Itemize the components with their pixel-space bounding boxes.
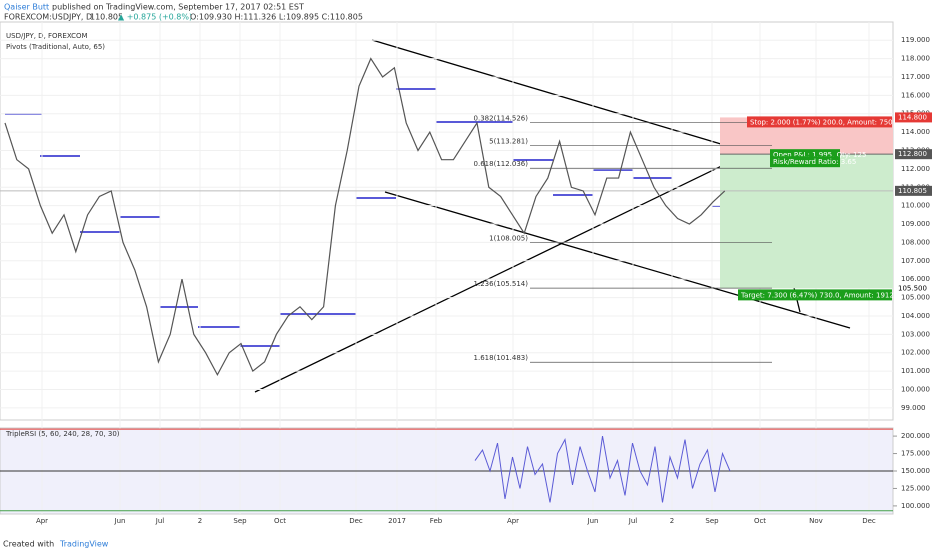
x-tick-label: 2 xyxy=(670,517,674,525)
y-tick-label: 100.000 xyxy=(901,385,930,393)
y-tick-label: 108.000 xyxy=(901,238,930,246)
x-tick-label: Oct xyxy=(754,517,766,525)
x-tick-label: 2017 xyxy=(388,517,406,525)
price-line xyxy=(4,57,726,377)
x-tick-label: Feb xyxy=(430,517,443,525)
change: ▲ +0.875 (+0.8%) xyxy=(118,13,192,22)
fib-label: 0.382(114.526) xyxy=(474,114,529,122)
y-tick-label: 117.000 xyxy=(901,73,930,81)
x-tick-label: Jun xyxy=(587,517,599,525)
y-tick-label: 104.000 xyxy=(901,312,930,320)
ohlc: O:109.930 H:111.326 L:109.895 C:110.805 xyxy=(190,13,363,22)
y-tick-label: 119.000 xyxy=(901,36,930,44)
y-tick-label: 107.000 xyxy=(901,257,930,265)
rsi-tick-label: 100.000 xyxy=(901,502,930,510)
rsi-tick-label: 175.000 xyxy=(901,450,930,458)
y-tick-label: 103.000 xyxy=(901,330,930,338)
rsi-tick-label: 200.000 xyxy=(901,432,930,440)
fib-label: 0.618(112.036) xyxy=(474,160,529,168)
y-tick-label: 109.000 xyxy=(901,220,930,228)
price-badge-label: 112.800 xyxy=(898,150,927,158)
x-tick-label: Nov xyxy=(809,517,823,525)
trade-text: Risk/Reward Ratio: 3.65 xyxy=(773,158,856,166)
y-tick-label: 101.000 xyxy=(901,367,930,375)
fib-label: 5(113.281) xyxy=(489,137,528,145)
legend-pivots: Pivots (Traditional, Auto, 65) xyxy=(6,43,105,51)
y-tick-label: 114.000 xyxy=(901,128,930,136)
y-tick-label: 110.000 xyxy=(901,202,930,210)
x-tick-label: 2 xyxy=(198,517,202,525)
rsi-tick-label: 150.000 xyxy=(901,467,930,475)
x-tick-label: Jul xyxy=(155,517,165,525)
price-badge xyxy=(895,185,932,196)
x-tick-label: Sep xyxy=(233,517,247,525)
last: 110.805 xyxy=(90,13,123,22)
legend-symbol: USD/JPY, D, FOREXCOM xyxy=(6,32,88,40)
trade-box xyxy=(770,156,840,168)
x-tick-label: Apr xyxy=(36,517,48,525)
footer-created: Created with xyxy=(3,540,54,549)
fib-label: 1.236(105.514) xyxy=(474,280,529,288)
y-tick-label: 106.000 xyxy=(901,275,930,283)
x-tick-label: Sep xyxy=(705,517,719,525)
price-badge xyxy=(895,149,932,160)
x-tick-label: Dec xyxy=(862,517,876,525)
fib-label: 1(108.005) xyxy=(489,234,528,242)
trade-text: Open P&L: 1.995, Qty: 125 xyxy=(773,151,866,159)
x-tick-label: Jun xyxy=(114,517,126,525)
footer-brand[interactable]: TradingView xyxy=(59,540,109,549)
author[interactable]: Qaiser Butt xyxy=(4,3,49,12)
published: published on TradingView.com, September … xyxy=(52,3,304,12)
rsi-line xyxy=(474,436,731,503)
target-zone xyxy=(720,154,893,289)
trade-box xyxy=(747,116,892,128)
y-tick-label: 116.000 xyxy=(901,91,930,99)
trade-text: Stop: 2.000 (1.77%) 200.0, Amount: 750 xyxy=(750,118,893,126)
y-tick-label: 99.000 xyxy=(901,404,926,412)
price-badge xyxy=(895,112,932,123)
price-badge xyxy=(895,283,932,294)
price-badge-label: 105.500 xyxy=(898,284,927,292)
x-tick-label: Dec xyxy=(349,517,363,525)
x-tick-label: Apr xyxy=(507,517,519,525)
rsi-title: TripleRSI (5, 60, 240, 28, 70, 30) xyxy=(5,430,120,438)
trade-text: Target: 7.300 (6.47%) 730.0, Amount: 191… xyxy=(740,291,901,299)
y-tick-label: 118.000 xyxy=(901,55,930,63)
symbol: FOREXCOM:USDJPY, D xyxy=(4,13,92,22)
y-tick-label: 102.000 xyxy=(901,349,930,357)
x-tick-label: Oct xyxy=(274,517,286,525)
x-tick-label: Jul xyxy=(628,517,638,525)
y-tick-label: 105.000 xyxy=(901,294,930,302)
fib-label: 1.618(101.483) xyxy=(474,354,529,362)
trade-box xyxy=(770,149,840,161)
rsi-tick-label: 125.000 xyxy=(901,484,930,492)
price-badge-label: 110.805 xyxy=(898,187,927,195)
trade-box xyxy=(738,289,892,301)
y-tick-label: 112.000 xyxy=(901,165,930,173)
price-badge-label: 114.800 xyxy=(898,113,927,121)
